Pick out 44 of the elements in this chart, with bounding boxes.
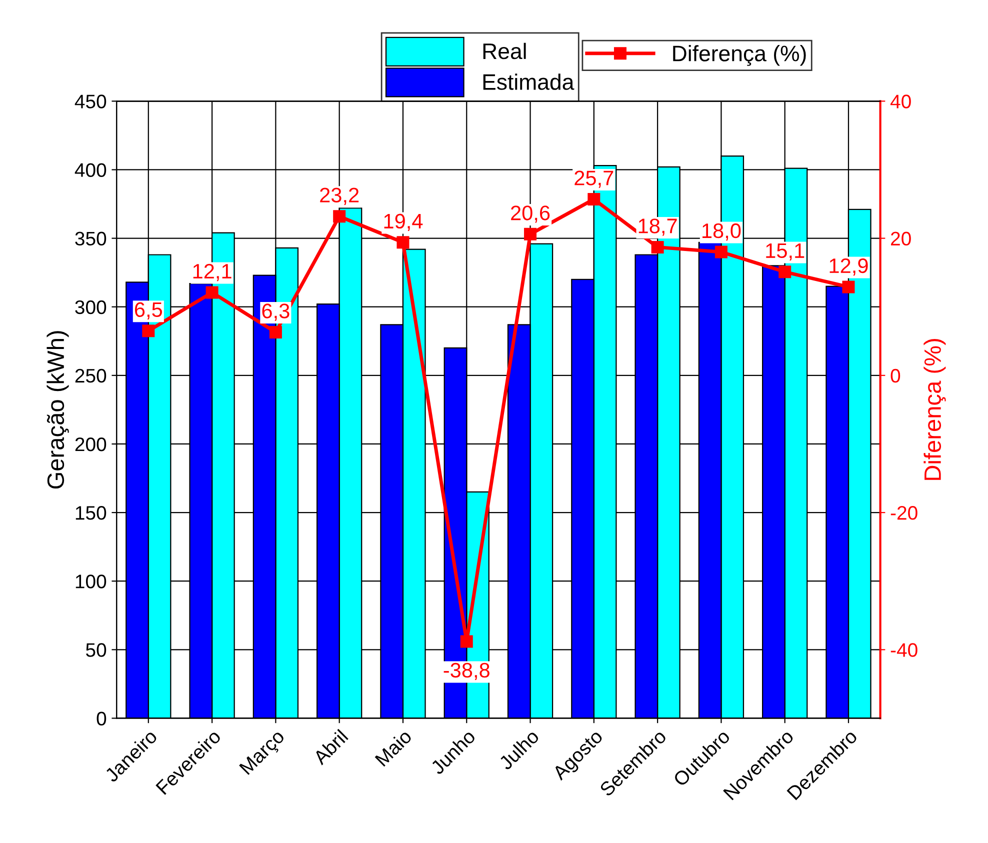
data-label: 12,1 — [193, 264, 232, 282]
legend-label: Real — [483, 42, 526, 60]
data-label: 25,7 — [574, 170, 614, 188]
y2-tick-label: 20 — [891, 232, 911, 246]
data-label: 6,3 — [262, 304, 290, 321]
y-tick-label: 100 — [76, 574, 106, 588]
y-tick-label: 350 — [75, 232, 106, 246]
point — [269, 326, 282, 338]
y-tick-label: 300 — [75, 300, 106, 314]
point — [206, 286, 218, 299]
point — [842, 280, 855, 294]
y-tick-label: 400 — [74, 163, 106, 177]
point — [588, 192, 600, 206]
point — [396, 236, 410, 249]
data-label: 20,6 — [511, 206, 550, 223]
y2-tick-label: -20 — [890, 506, 918, 520]
point — [142, 324, 155, 338]
y-tick-label: 200 — [75, 437, 106, 452]
y-tick-label: 0 — [96, 712, 106, 726]
data-label: 18,7 — [638, 218, 677, 236]
legend-label: Estimada — [483, 74, 574, 90]
y-tick-label: 50 — [86, 643, 106, 657]
data-label: 23,2 — [320, 188, 359, 205]
y2-tick-label: 0 — [890, 368, 900, 383]
y-tick-label: 250 — [75, 368, 106, 383]
point — [524, 228, 537, 240]
y-axis-title: Geração (kWh) — [46, 331, 69, 489]
point — [714, 246, 728, 258]
data-label: 19,4 — [384, 214, 423, 232]
data-label: -38,8 — [444, 662, 490, 680]
point — [651, 240, 664, 254]
data-label: 6,5 — [134, 302, 162, 320]
point — [460, 635, 473, 648]
y-tick-label: 450 — [74, 94, 106, 108]
y2-tick-label: 40 — [890, 94, 911, 108]
y-tick-label: 150 — [76, 506, 106, 520]
data-label: 18,0 — [702, 223, 741, 241]
legend-label: Diferença (%) — [673, 45, 806, 66]
y2-tick-label: -40 — [890, 643, 918, 657]
data-label: 15,1 — [766, 243, 804, 260]
y2-axis-title: Diferença (%) — [924, 338, 946, 480]
data-label: 12,9 — [830, 258, 868, 276]
point — [333, 210, 346, 223]
point — [778, 266, 792, 278]
